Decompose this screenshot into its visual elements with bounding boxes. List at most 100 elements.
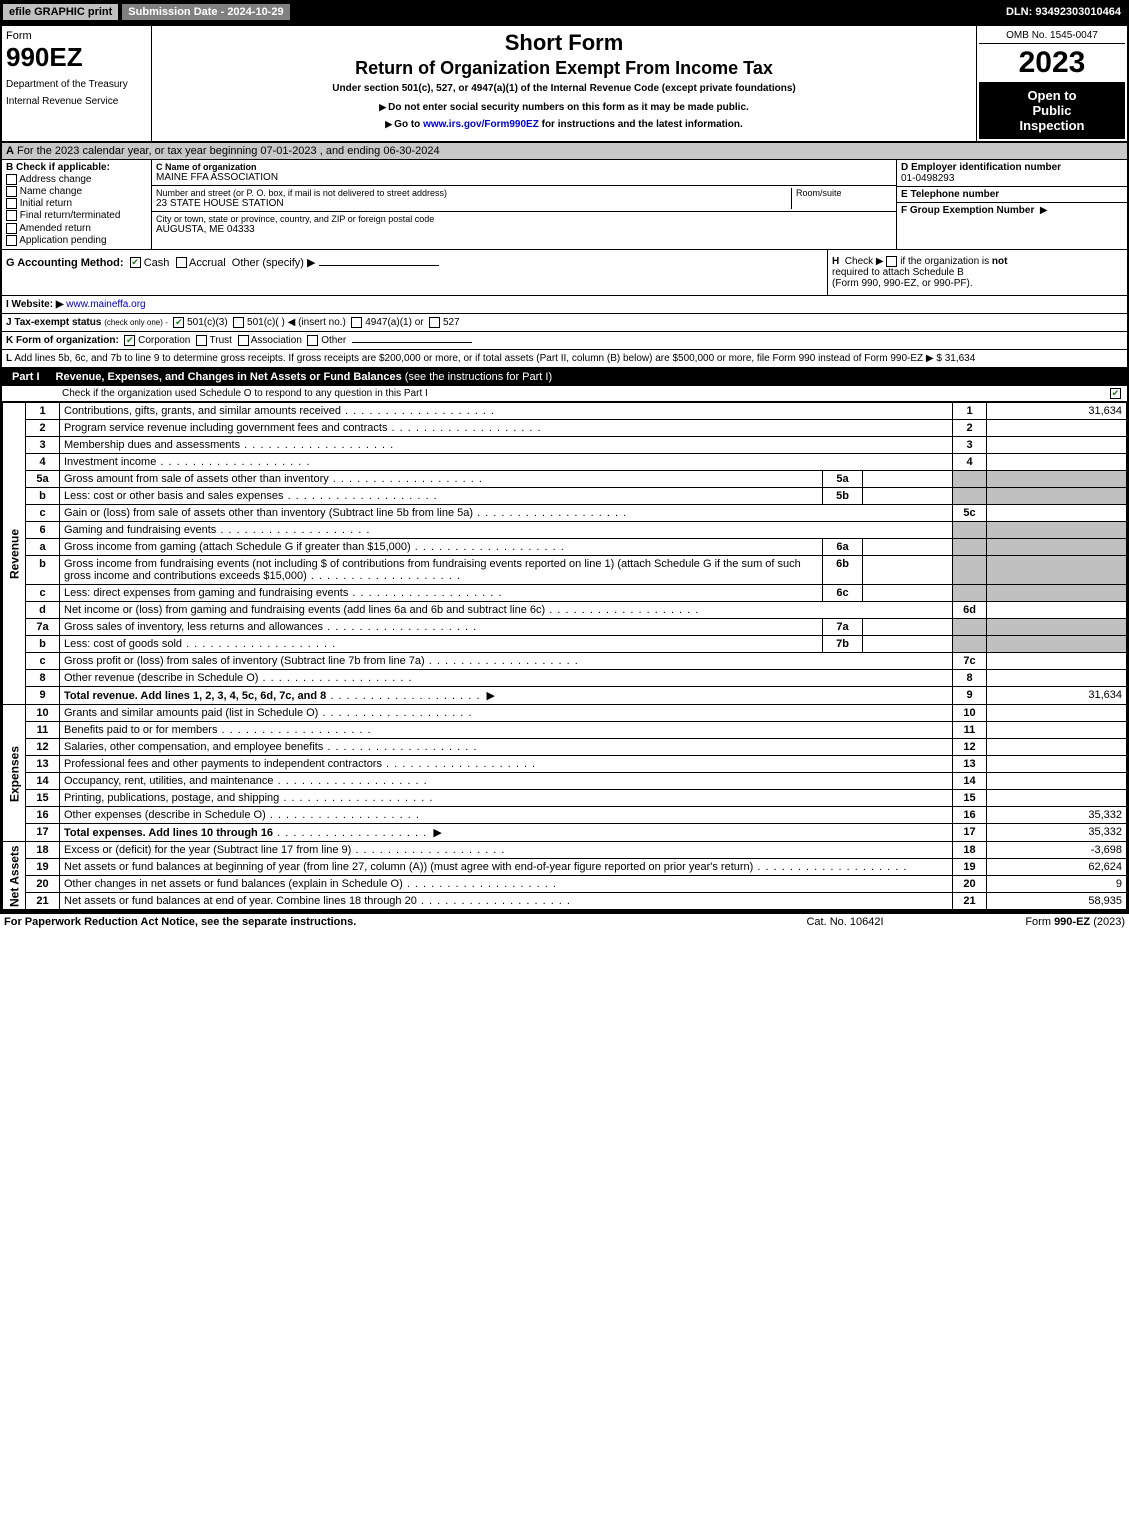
- header-left: Form 990EZ Department of the Treasury In…: [2, 26, 152, 141]
- efile-print-button[interactable]: efile GRAPHIC print: [2, 3, 119, 21]
- line-minival: [863, 556, 953, 585]
- submission-date-button[interactable]: Submission Date - 2024-10-29: [121, 3, 290, 21]
- table-row: 19Net assets or fund balances at beginni…: [3, 859, 1127, 876]
- line-amt: [987, 437, 1127, 454]
- line-amt: [987, 773, 1127, 790]
- row-h-check: Check ▶: [845, 256, 884, 267]
- street-label: Number and street (or P. O. box, if mail…: [156, 188, 787, 198]
- checkbox-scheduleb[interactable]: [886, 256, 897, 267]
- line-amt: [987, 722, 1127, 739]
- table-row: 11Benefits paid to or for members11: [3, 722, 1127, 739]
- website-link[interactable]: www.maineffa.org: [66, 299, 145, 310]
- line-num: 12: [26, 739, 60, 756]
- line-mini: 6c: [823, 585, 863, 602]
- line-desc: Net income or (loss) from gaming and fun…: [60, 602, 953, 619]
- line-desc: Gaming and fundraising events: [60, 522, 953, 539]
- table-row: Expenses10Grants and similar amounts pai…: [3, 705, 1127, 722]
- checkbox-4947[interactable]: [351, 317, 362, 328]
- colb-option: Final return/terminated: [6, 210, 147, 221]
- line-desc: Printing, publications, postage, and shi…: [60, 790, 953, 807]
- line-desc: Gross sales of inventory, less returns a…: [60, 619, 823, 636]
- line-num: 18: [26, 842, 60, 859]
- section-revenue: Revenue: [3, 403, 26, 705]
- line-desc: Total expenses. Add lines 10 through 16 …: [60, 824, 953, 842]
- goto-post: for instructions and the latest informat…: [539, 119, 743, 130]
- header-right: OMB No. 1545-0047 2023 Open to Public In…: [977, 26, 1127, 141]
- line-mini: 6b: [823, 556, 863, 585]
- checkbox-rowk-1[interactable]: [196, 335, 207, 346]
- label-501c: 501(c)( ): [247, 317, 285, 328]
- checkbox-501c[interactable]: [233, 317, 244, 328]
- colb-option: Name change: [6, 186, 147, 197]
- line-minival: [863, 619, 953, 636]
- line-num: 8: [26, 670, 60, 687]
- line-amt: 9: [987, 876, 1127, 893]
- checkbox-rowk-3[interactable]: [307, 335, 318, 346]
- room-label: Room/suite: [796, 188, 892, 198]
- line-desc: Less: cost of goods sold: [60, 636, 823, 653]
- line-desc: Occupancy, rent, utilities, and maintena…: [60, 773, 953, 790]
- col-c-orginfo: C Name of organization MAINE FFA ASSOCIA…: [152, 160, 897, 249]
- omb-number: OMB No. 1545-0047: [979, 28, 1125, 44]
- line-desc: Gain or (loss) from sale of assets other…: [60, 505, 953, 522]
- checkbox-colb-4[interactable]: [6, 223, 17, 234]
- other-specify-input[interactable]: [319, 265, 439, 266]
- label-4947: 4947(a)(1) or: [365, 317, 423, 328]
- label-insertno: ◀ (insert no.): [288, 317, 346, 328]
- line-rnum: 20: [953, 876, 987, 893]
- line-num: c: [26, 505, 60, 522]
- footer-right-form: 990-EZ: [1054, 916, 1090, 928]
- other-org-input[interactable]: [352, 342, 472, 343]
- donot-ssn-label: Do not enter social security numbers on …: [388, 102, 749, 113]
- checkbox-colb-1[interactable]: [6, 186, 17, 197]
- line-rnum: [953, 539, 987, 556]
- row-a-taxyear: A For the 2023 calendar year, or tax yea…: [2, 143, 1127, 160]
- line-desc: Program service revenue including govern…: [60, 420, 953, 437]
- line-amt: [987, 602, 1127, 619]
- line-desc: Less: direct expenses from gaming and fu…: [60, 585, 823, 602]
- line-amt: [987, 636, 1127, 653]
- irs-link[interactable]: www.irs.gov/Form990EZ: [423, 119, 539, 130]
- checkbox-rowk-2[interactable]: [238, 335, 249, 346]
- table-row: 5aGross amount from sale of assets other…: [3, 471, 1127, 488]
- line-amt: [987, 505, 1127, 522]
- line-desc: Gross income from gaming (attach Schedul…: [60, 539, 823, 556]
- checkbox-cash[interactable]: [130, 257, 141, 268]
- checkbox-scheduleo[interactable]: [1110, 388, 1121, 399]
- line-mini: 7b: [823, 636, 863, 653]
- line-amt: [987, 739, 1127, 756]
- line-rnum: [953, 522, 987, 539]
- line-num: d: [26, 602, 60, 619]
- checkbox-527[interactable]: [429, 317, 440, 328]
- checkbox-501c3[interactable]: [173, 317, 184, 328]
- table-row: 3Membership dues and assessments3: [3, 437, 1127, 454]
- checkbox-colb-2[interactable]: [6, 198, 17, 209]
- label-other: Other (specify): [232, 257, 304, 269]
- label-527: 527: [443, 317, 460, 328]
- checkbox-colb-5[interactable]: [6, 235, 17, 246]
- part-i-sub: Check if the organization used Schedule …: [2, 386, 1127, 402]
- line-num: 1: [26, 403, 60, 420]
- row-k-label: K Form of organization:: [6, 335, 119, 346]
- row-h-t3: required to attach Schedule B: [832, 267, 964, 278]
- org-name: MAINE FFA ASSOCIATION: [156, 172, 892, 183]
- checkbox-colb-3[interactable]: [6, 210, 17, 221]
- line-rnum: 21: [953, 893, 987, 910]
- table-row: Revenue1Contributions, gifts, grants, an…: [3, 403, 1127, 420]
- checkbox-accrual[interactable]: [176, 257, 187, 268]
- line-rnum: 18: [953, 842, 987, 859]
- line-amt: [987, 539, 1127, 556]
- top-bar: efile GRAPHIC print Submission Date - 20…: [0, 0, 1129, 24]
- line-amt: [987, 454, 1127, 471]
- d-ein-val: 01-0498293: [901, 173, 1123, 184]
- main-table: Revenue1Contributions, gifts, grants, an…: [2, 402, 1127, 910]
- line-rnum: [953, 556, 987, 585]
- line-rnum: [953, 636, 987, 653]
- checkbox-colb-0[interactable]: [6, 174, 17, 185]
- checkbox-rowk-0[interactable]: [124, 335, 135, 346]
- line-num: 5a: [26, 471, 60, 488]
- footer-left: For Paperwork Reduction Act Notice, see …: [4, 916, 745, 928]
- line-num: 15: [26, 790, 60, 807]
- line-desc: Gross amount from sale of assets other t…: [60, 471, 823, 488]
- table-row: cGain or (loss) from sale of assets othe…: [3, 505, 1127, 522]
